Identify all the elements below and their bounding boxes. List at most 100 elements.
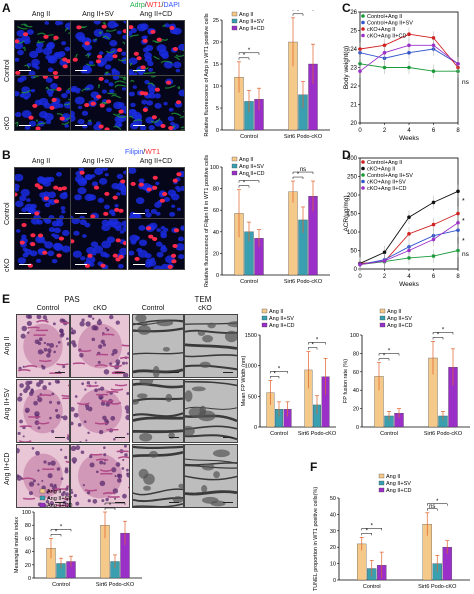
significance-label: * — [243, 181, 246, 187]
significance-bracket — [361, 528, 382, 531]
legend-label: Ang II+SV — [239, 19, 264, 25]
y-tick-label: 80 — [25, 523, 31, 529]
fluorescence-micrograph — [14, 75, 71, 131]
x-tick-label: Control — [363, 584, 381, 590]
panel-b-stain-title: Filipin/WT1 — [125, 149, 160, 156]
scale-bar — [133, 212, 145, 214]
data-point — [456, 62, 460, 66]
legend-label: Ang II — [47, 489, 62, 495]
y-tick-label: 100 — [350, 333, 359, 339]
legend-label: Ang II+CD — [239, 26, 265, 32]
y-tick-label: 200 — [347, 193, 358, 199]
tem-micrograph — [184, 314, 238, 378]
legend-label: Ang II+SV — [47, 496, 72, 502]
significance-bracket — [50, 529, 72, 532]
significance-label: * — [316, 338, 319, 344]
panel-letter-b: B — [2, 148, 11, 162]
legend-swatch — [231, 170, 238, 176]
significance-label: * — [462, 198, 465, 205]
significance-label: * — [248, 48, 251, 54]
legend-swatch — [231, 156, 238, 162]
x-tick-label: Control — [380, 431, 398, 437]
fluorescence-micrograph — [128, 218, 185, 270]
legend-marker — [361, 20, 365, 25]
data-point — [456, 211, 460, 216]
stain-dapi: DAPI — [163, 2, 180, 9]
legend-label: Ang II+CD — [239, 171, 265, 177]
y-axis-label: ACR(μg/mg) — [343, 195, 350, 231]
significance-bracket — [378, 353, 400, 356]
y-tick-label: 22 — [350, 84, 357, 90]
legend-swatch — [231, 11, 238, 17]
significance-label: * — [436, 499, 439, 505]
fluorescence-micrograph — [70, 75, 127, 131]
significance-label: * — [383, 354, 386, 360]
data-point — [382, 65, 387, 70]
legend-label: Ang II — [239, 12, 254, 18]
y-tick-label: 10 — [330, 562, 336, 568]
data-point — [358, 69, 362, 73]
significance-bracket — [50, 534, 62, 537]
y-tick-label: 40 — [330, 512, 336, 518]
x-tick-label: Control — [240, 279, 258, 285]
data-point — [456, 228, 460, 232]
legend-marker — [361, 33, 365, 38]
pas-stained-micrograph — [70, 379, 130, 443]
legend-label: Ang II — [387, 309, 402, 315]
pas-stained-micrograph — [70, 314, 130, 378]
fluorescence-micrograph — [128, 167, 185, 219]
scale-bar — [75, 69, 87, 71]
data-point — [358, 262, 362, 267]
significance-label: * — [297, 172, 300, 178]
stain-adrp: Adrp — [130, 2, 145, 9]
scale-bar — [223, 371, 233, 373]
data-point — [431, 200, 436, 205]
data-point — [431, 36, 436, 40]
y-tick-label: 50 — [330, 496, 336, 502]
y-tick-label: 20 — [25, 563, 31, 569]
stain-sep: / — [143, 149, 146, 156]
legend-swatch — [261, 315, 268, 321]
legend-label: Ang II+SV — [239, 164, 264, 170]
stain-wt1: WT1 — [145, 149, 161, 156]
significance-label: * — [60, 524, 63, 530]
fluorescence-micrograph — [70, 167, 127, 219]
bar — [288, 191, 298, 276]
panel-a-col-header: Ang II — [31, 11, 51, 18]
scale-bar — [55, 501, 65, 503]
y-tick-label: 100 — [210, 165, 219, 171]
panel-e-row-label: Ang II+CD — [4, 452, 11, 486]
legend-label: cKO+Ang II — [367, 27, 396, 33]
legend-label: Ang II — [239, 157, 254, 163]
legend-swatch — [39, 495, 46, 501]
data-point — [431, 254, 436, 258]
y-tick-label: 0 — [216, 273, 219, 279]
y-tick-label: 300 — [347, 156, 358, 162]
y-tick-label: 24 — [350, 47, 357, 53]
panel-letter-c: C — [342, 1, 351, 15]
significance-label: * — [437, 332, 440, 338]
data-point — [382, 250, 387, 255]
tem-micrograph — [184, 379, 238, 443]
x-tick-label: 6 — [432, 274, 436, 280]
data-point — [407, 43, 411, 48]
scale-bar — [223, 501, 233, 503]
legend-label: Ang II+SV — [386, 481, 411, 487]
fluorescence-micrograph — [14, 218, 71, 270]
y-axis-label: Relative fluorescence of Filipin III in … — [204, 155, 210, 287]
legend-swatch — [379, 315, 386, 321]
significance-label: * — [366, 528, 369, 534]
panel-b-col-header: Ang II+CD — [139, 158, 173, 165]
legend-marker — [361, 160, 365, 164]
legend-label: Control+Ang II+SV — [367, 173, 413, 179]
panel-letter-e: E — [2, 292, 11, 306]
y-tick-label: 15 — [213, 62, 219, 68]
y-tick-label: 20 — [213, 40, 219, 46]
fluorescence-micrograph — [14, 167, 71, 219]
y-tick-label: 30 — [330, 529, 336, 535]
panel-letter-d: D — [342, 148, 351, 162]
x-tick-label: Control — [270, 431, 288, 437]
x-tick-label: Control — [52, 582, 70, 588]
